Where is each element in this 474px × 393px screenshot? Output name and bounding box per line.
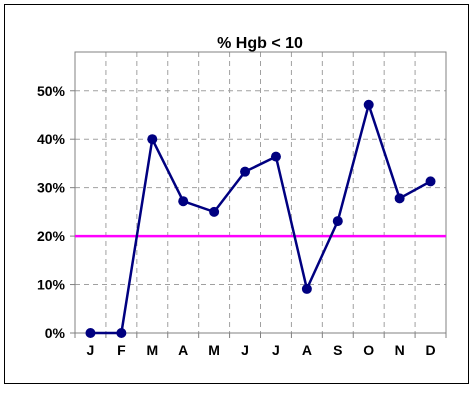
y-tick-label: 10% [37, 277, 66, 293]
y-tick-label: 40% [37, 131, 66, 147]
x-tick-label: N [395, 342, 405, 358]
grid [75, 52, 446, 333]
x-tick-label: D [425, 342, 435, 358]
data-point [363, 99, 374, 110]
data-point [116, 328, 127, 338]
data-point [425, 176, 436, 187]
series-layer [85, 99, 436, 338]
data-point [147, 134, 158, 145]
x-tick-label: J [241, 342, 249, 358]
x-tick-label: A [302, 342, 312, 358]
data-point [178, 196, 189, 207]
data-point [85, 328, 96, 338]
x-tick-label: J [272, 342, 280, 358]
data-point [301, 283, 312, 294]
x-tick-label: A [178, 342, 188, 358]
x-tick-label: M [146, 342, 158, 358]
x-tick-label: J [87, 342, 95, 358]
chart-title: % Hgb < 10 [217, 35, 303, 52]
outer-border [4, 4, 469, 384]
y-tick-label: 20% [37, 228, 66, 244]
x-tick-label: O [363, 342, 374, 358]
data-point [240, 166, 251, 177]
x-tick-label: S [333, 342, 342, 358]
data-point [270, 151, 281, 162]
series-line [90, 103, 432, 335]
data-point [332, 216, 343, 227]
x-tick-label: F [117, 342, 126, 358]
y-tick-label: 50% [37, 83, 66, 99]
y-tick-label: 0% [45, 325, 66, 341]
y-tick-label: 30% [37, 180, 66, 196]
data-point [209, 206, 220, 217]
x-tick-label: M [208, 342, 220, 358]
data-point [394, 193, 405, 204]
y-axis-ticks: 0% 10% 20% 30% 40% 50% [37, 83, 75, 341]
